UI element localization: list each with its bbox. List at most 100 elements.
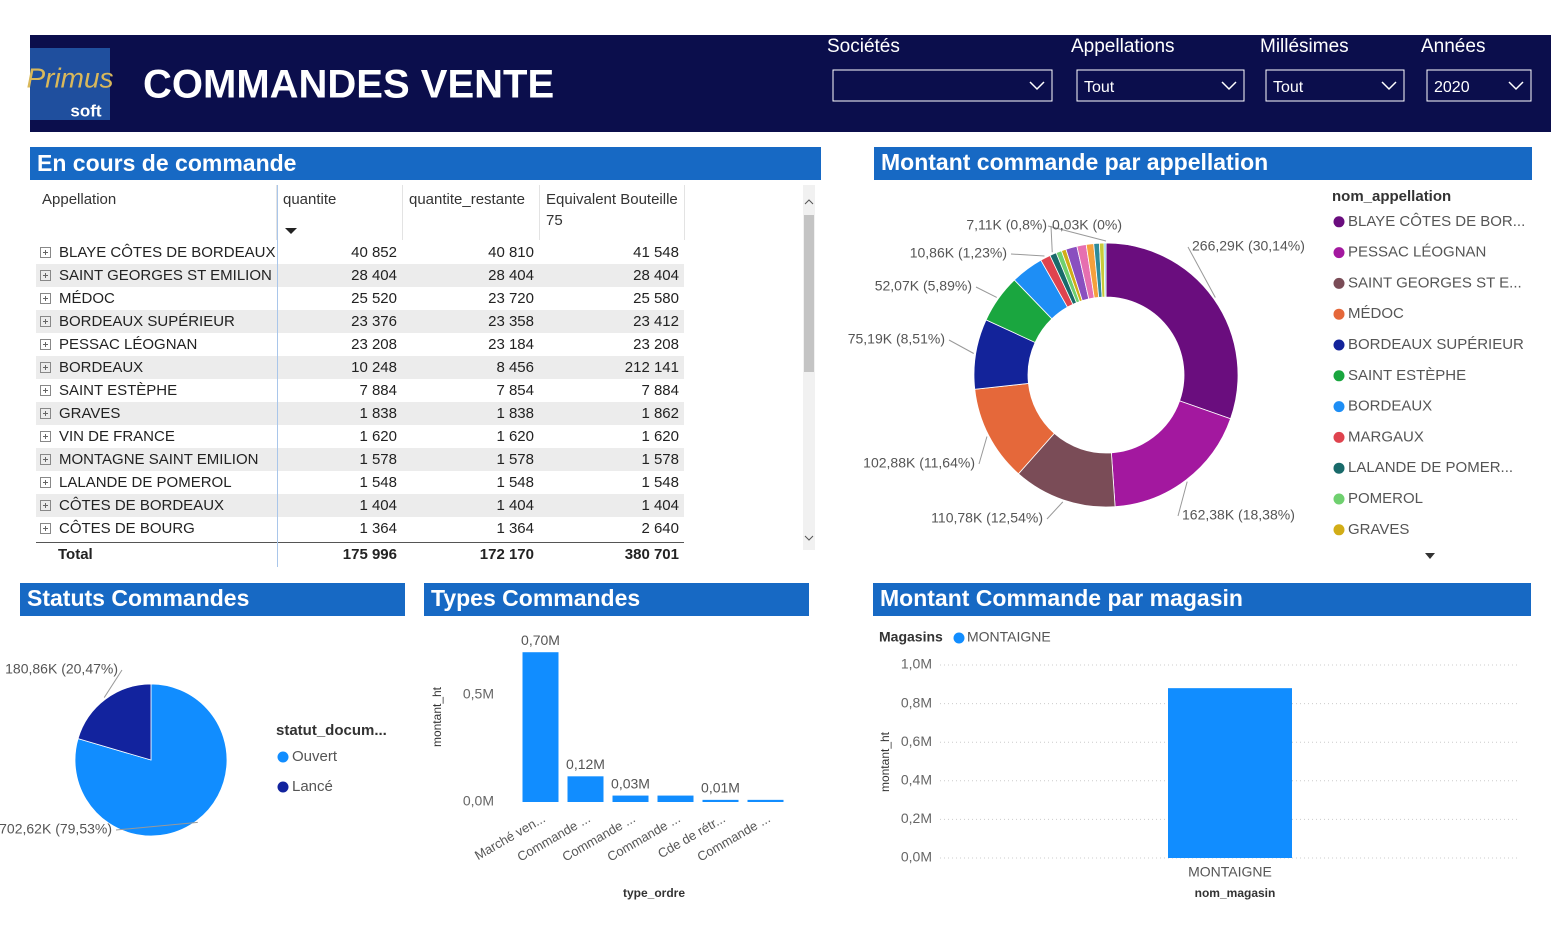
logo-script: Primus [26, 62, 113, 93]
table-cell: 1 404 [641, 497, 679, 514]
data-label: 7,11K (0,8%) [966, 217, 1047, 233]
expand-icon[interactable] [40, 269, 51, 281]
row-label: CÔTES DE BORDEAUX [36, 494, 277, 517]
y-tick-label: 0,0M [463, 793, 494, 809]
y-axis-label: montant_ht [430, 686, 444, 747]
y-tick-label: 0,8M [901, 694, 932, 710]
table-cell: 1 578 [641, 451, 679, 468]
table-cell: 25 580 [633, 290, 679, 307]
table-cell: 10 248 [351, 359, 397, 376]
legend-swatch [953, 632, 965, 644]
table-row [36, 333, 684, 356]
table-cell: 7 854 [496, 382, 534, 399]
section-title: En cours de commande [37, 150, 296, 176]
filter-value: Tout [1084, 79, 1115, 96]
table-row [36, 379, 684, 402]
legend-swatch [1333, 431, 1345, 443]
filter-dropdown[interactable] [1426, 69, 1532, 102]
expand-icon[interactable] [40, 292, 51, 304]
filter-dropdown[interactable] [832, 69, 1053, 102]
y-tick-label: 0,0M [901, 849, 932, 865]
legend-label: Ouvert [292, 748, 338, 765]
dropdown-arrow [1381, 81, 1397, 91]
legend-scroll[interactable] [1425, 553, 1435, 559]
table-cell: 1 548 [641, 474, 679, 491]
data-label: 0,03K (0%) [1052, 217, 1122, 233]
row-label: VIN DE FRANCE [36, 425, 277, 448]
section-bar [20, 583, 405, 616]
table-cell: 7 884 [359, 382, 397, 399]
legend-label: BLAYE CÔTES DE BOR... [1348, 213, 1525, 230]
data-label: 162,38K (18,38%) [1182, 507, 1295, 523]
table-cell: 1 838 [359, 405, 397, 422]
logo [30, 48, 110, 120]
sort-indicator[interactable] [285, 228, 297, 234]
expand-icon[interactable] [40, 338, 51, 350]
expand-icon[interactable] [40, 246, 51, 258]
y-tick-label: 0,5M [463, 686, 494, 702]
leader-line [978, 436, 988, 465]
x-tick-label: MONTAIGNE [1188, 864, 1272, 880]
scroll-arrows[interactable] [804, 199, 814, 541]
legend-title: Magasins [879, 629, 943, 645]
total-cell: 172 170 [479, 546, 534, 563]
y-tick-label: 0,2M [901, 810, 932, 826]
table-cell: 41 548 [633, 244, 679, 261]
row-label: MONTAGNE SAINT EMILION [36, 448, 277, 471]
legend-swatch [1333, 493, 1345, 505]
table-cell: 1 364 [359, 520, 397, 537]
column-header: Appellation [36, 185, 277, 240]
expand-icon[interactable] [40, 407, 51, 419]
table-row [36, 517, 684, 540]
expand-icon[interactable] [40, 315, 51, 327]
expand-icon[interactable] [40, 453, 51, 465]
table-cell: 1 404 [359, 497, 397, 514]
expand-icon[interactable] [40, 499, 51, 511]
y-axis-label: montant_ht [878, 731, 892, 792]
filter-label: Années [1421, 36, 1485, 57]
table-cell: 23 184 [488, 336, 534, 353]
legend-label: MARGAUX [1348, 428, 1424, 445]
legend-label: GRAVES [1348, 521, 1409, 538]
legend-label: PESSAC LÉOGNAN [1348, 244, 1486, 261]
slice [1105, 242, 1239, 420]
filter-dropdown[interactable] [1265, 69, 1405, 102]
leader-line [948, 339, 974, 354]
table-row [36, 241, 684, 264]
expand-icon[interactable] [40, 384, 51, 396]
expand-icon[interactable] [40, 522, 51, 534]
leader-line [103, 669, 123, 698]
scroll-thumb[interactable] [804, 215, 814, 372]
dropdown-arrow [1508, 81, 1524, 91]
bar [1168, 688, 1292, 858]
row-label: SAINT ESTÈPHE [36, 379, 277, 402]
legend-label: LALANDE DE POMER... [1348, 459, 1513, 476]
total-rule [36, 542, 684, 543]
legend-title: nom_appellation [1332, 188, 1451, 205]
table-cell: 25 520 [351, 290, 397, 307]
filter-dropdown[interactable] [1076, 69, 1245, 102]
table-cell: 8 456 [496, 359, 534, 376]
table-row [36, 494, 684, 517]
legend-label: BORDEAUX SUPÉRIEUR [1348, 336, 1524, 353]
legend-swatch [277, 751, 289, 763]
table-cell: 23 412 [633, 313, 679, 330]
table-cell: 1 620 [359, 428, 397, 445]
expand-icon[interactable] [40, 430, 51, 442]
column-divider [277, 185, 278, 567]
table-cell: 1 620 [496, 428, 534, 445]
leader-line [1010, 253, 1045, 257]
table-cell: 28 404 [488, 267, 534, 284]
table-cell: 1 548 [359, 474, 397, 491]
expand-icon[interactable] [40, 361, 51, 373]
data-label: 0,03M [611, 775, 650, 791]
table-cell: 1 364 [496, 520, 534, 537]
expand-icon[interactable] [40, 476, 51, 488]
filter-label: Sociétés [827, 36, 900, 57]
slice [74, 683, 228, 837]
chart-title: Montant commande par appellation [881, 149, 1268, 175]
total-cell: 380 701 [624, 546, 679, 563]
legend-label: SAINT GEORGES ST E... [1348, 274, 1522, 291]
x-axis-label: nom_magasin [1195, 886, 1276, 900]
